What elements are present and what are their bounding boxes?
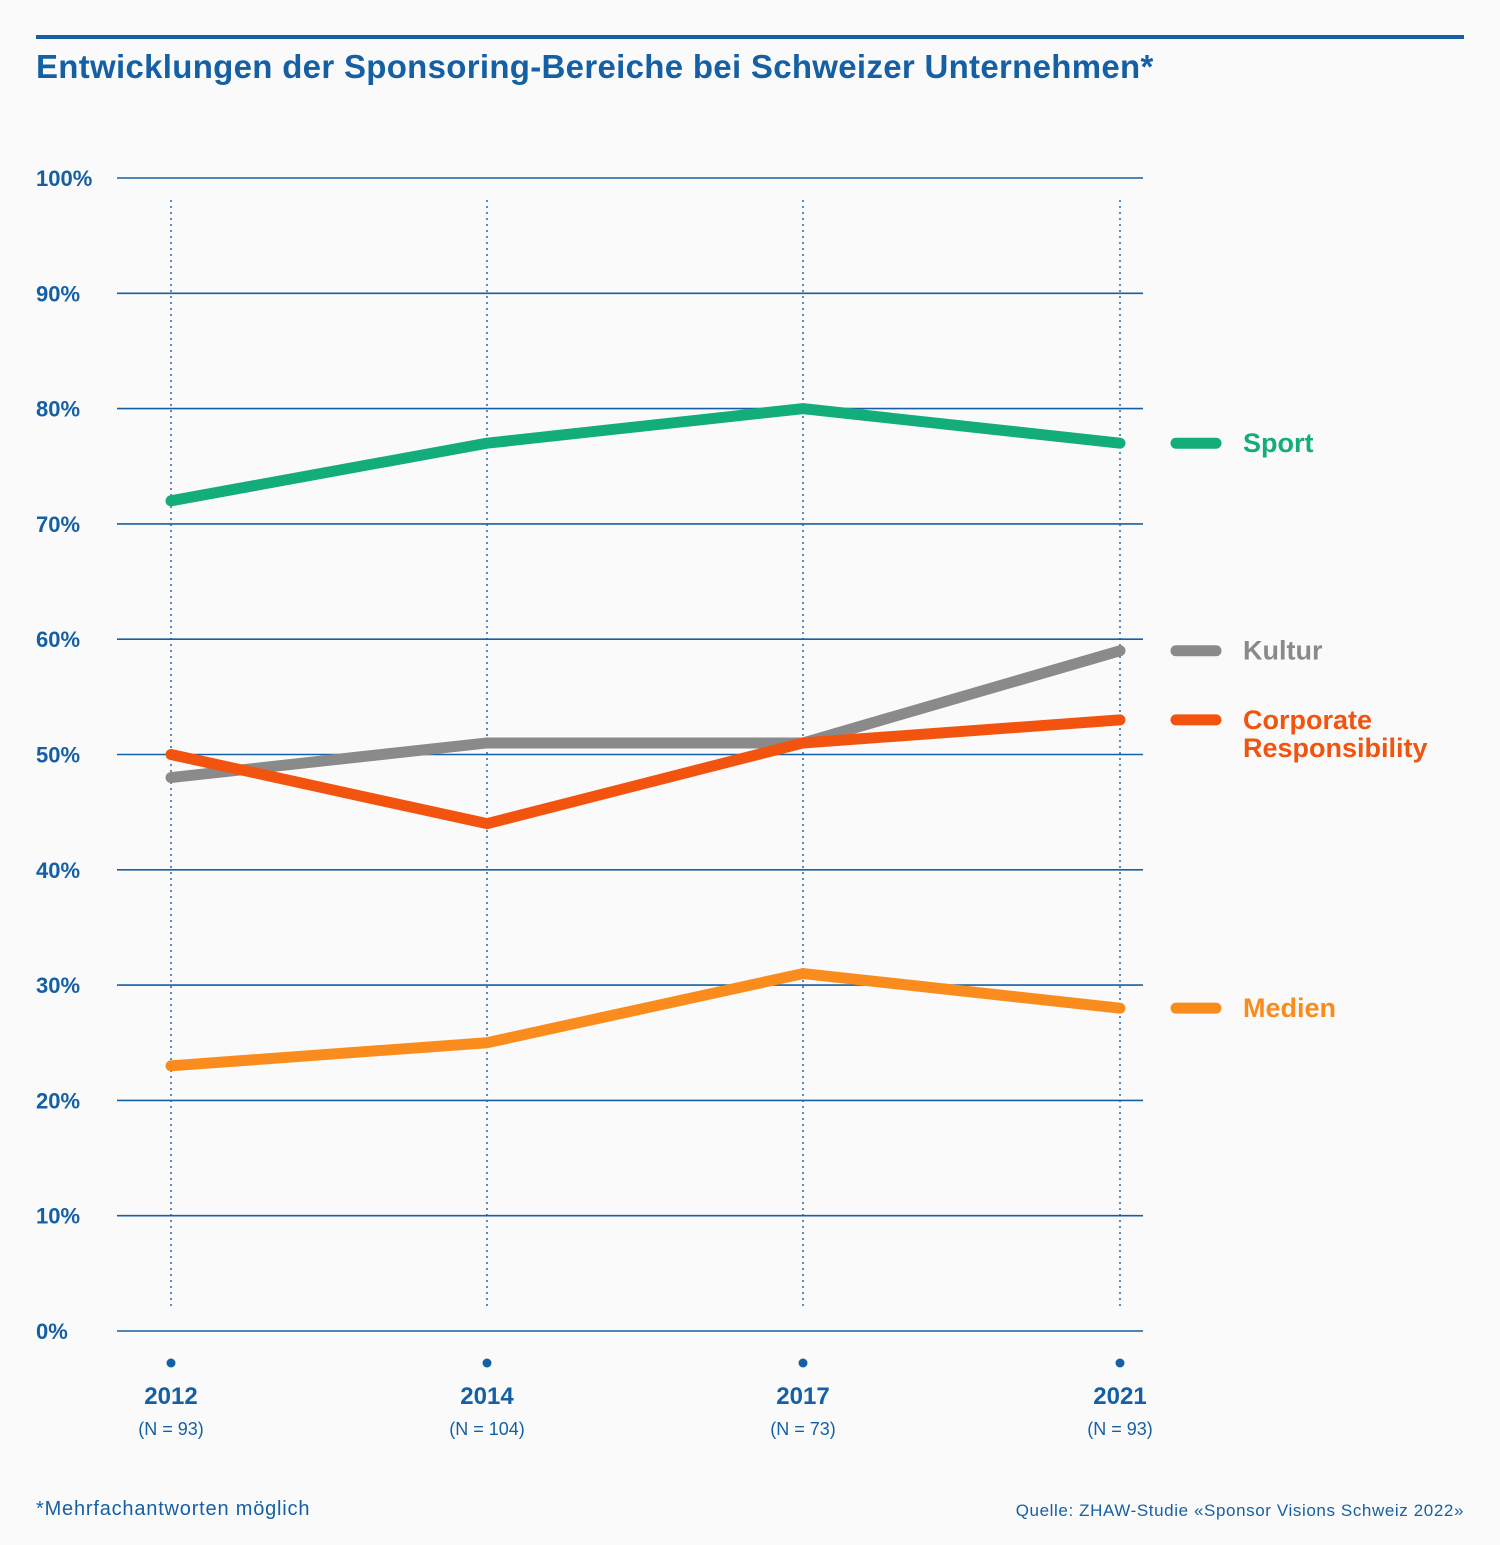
chart-title: Entwicklungen der Sponsoring-Bereiche be… — [36, 48, 1154, 85]
x-sample-size-label: (N = 93) — [138, 1419, 204, 1439]
y-tick-label: 40% — [36, 858, 80, 883]
x-tick-dot — [1115, 1358, 1125, 1368]
y-tick-label: 50% — [36, 743, 80, 768]
x-tick-dot — [798, 1358, 808, 1368]
legend-label-corporate-responsibility: Corporate — [1243, 705, 1372, 735]
x-sample-size-label: (N = 93) — [1087, 1419, 1153, 1439]
x-tick-dot — [166, 1358, 176, 1368]
y-tick-label: 70% — [36, 512, 80, 537]
legend-label-medien: Medien — [1243, 993, 1336, 1023]
y-tick-label: 100% — [36, 166, 92, 191]
footnote: *Mehrfachantworten möglich — [36, 1498, 311, 1520]
grid — [117, 177, 1143, 1332]
x-tick-dot — [482, 1358, 492, 1368]
y-tick-label: 90% — [36, 281, 80, 306]
y-tick-label: 80% — [36, 397, 80, 422]
x-tick-label: 2014 — [460, 1383, 514, 1410]
series-line-kultur — [165, 645, 1126, 784]
y-tick-label: 10% — [36, 1204, 80, 1229]
legend-label-corporate-responsibility: Responsibility — [1243, 733, 1428, 763]
series-line-medien — [165, 968, 1126, 1072]
x-tick-label: 2012 — [144, 1383, 197, 1410]
top-rule — [36, 35, 1464, 39]
x-sample-size-label: (N = 104) — [449, 1419, 525, 1439]
legend-label-sport: Sport — [1243, 428, 1314, 458]
series-lines — [165, 403, 1126, 1072]
x-axis: 2012 (N = 93) 2014 (N = 104) 2017 (N = 73) 202… — [138, 1358, 1153, 1439]
y-axis-ticks: 0% 10% 20% 30% 40% 50% 60% 70% 80% 90% 100% — [36, 166, 92, 1344]
x-sample-size-label: (N = 73) — [770, 1419, 836, 1439]
x-tick-label: 2021 — [1093, 1383, 1146, 1410]
series-line-sport — [165, 403, 1126, 507]
y-tick-label: 30% — [36, 973, 80, 998]
series-line-corporate-responsibility — [165, 714, 1126, 830]
x-tick-label: 2017 — [776, 1383, 829, 1410]
y-tick-label: 0% — [36, 1319, 68, 1344]
legend-label-kultur: Kultur — [1243, 636, 1323, 666]
y-tick-label: 20% — [36, 1088, 80, 1113]
source-note: Quelle: ZHAW-Studie «Sponsor Visions Sch… — [1015, 1501, 1464, 1520]
y-tick-label: 60% — [36, 627, 80, 652]
